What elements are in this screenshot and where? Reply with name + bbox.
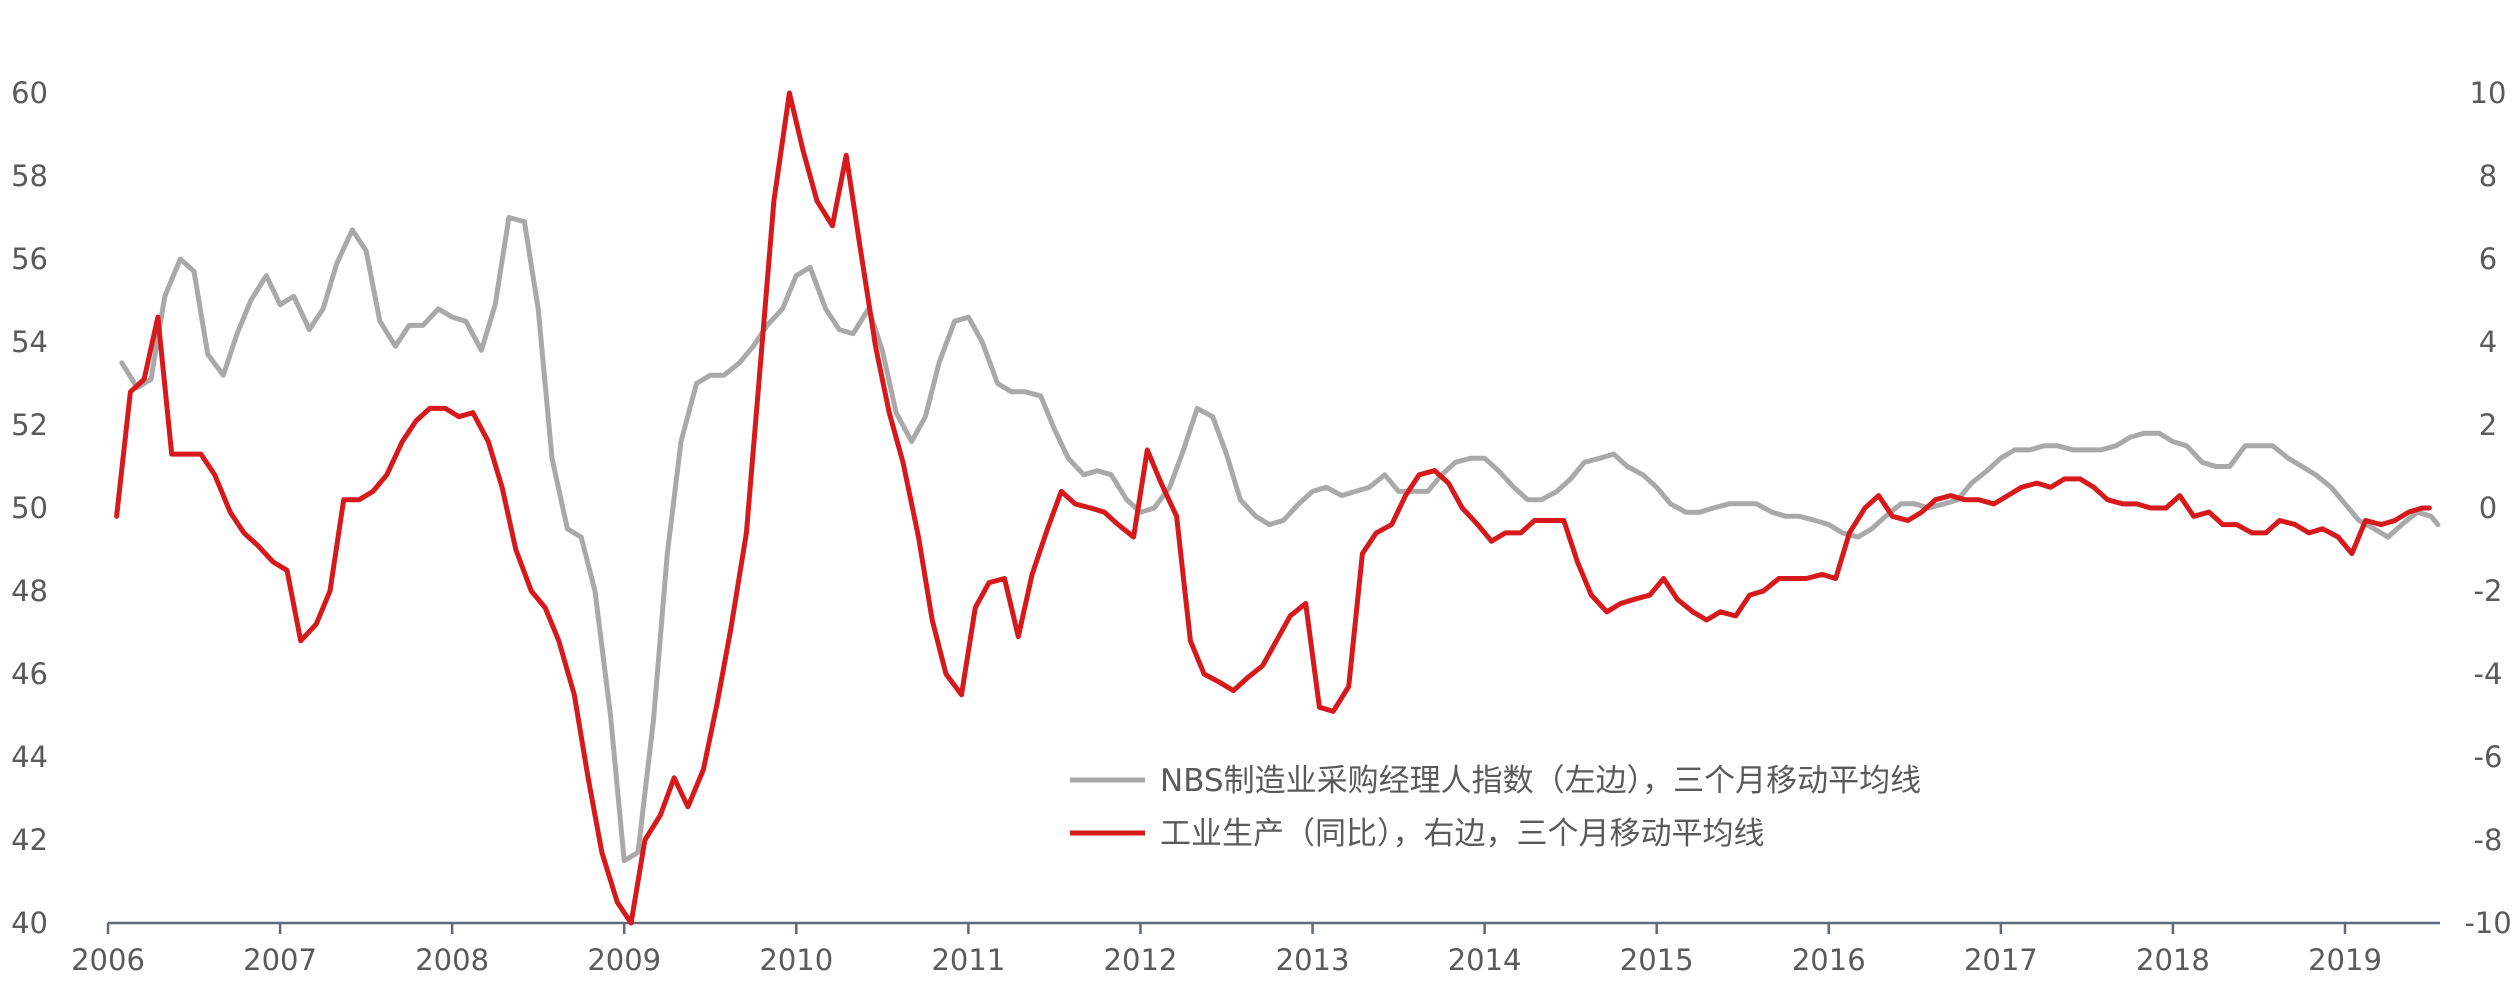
x-tick-label: 2015 <box>1620 943 1694 977</box>
y-left-tick-label: 58 <box>11 159 48 193</box>
x-tick-label: 2009 <box>587 943 661 977</box>
y-right-tick-label: 6 <box>2479 242 2497 276</box>
y-left-tick-label: 56 <box>11 242 48 276</box>
y-left-tick-label: 42 <box>11 823 48 857</box>
x-tick-label: 2008 <box>415 943 489 977</box>
legend-label-pmi: NBS制造业采购经理人指数（左边），三个月移动平均线 <box>1160 763 1921 799</box>
y-right-tick-label: 2 <box>2479 408 2497 442</box>
y-left-tick-label: 54 <box>11 325 48 359</box>
y-right-tick-label: 4 <box>2479 325 2497 359</box>
x-axis-ticks: 2006 2007 2008 2009 2010 2011 2012 2013 2014 2015… <box>71 923 2382 977</box>
y-right-tick-label: -4 <box>2474 657 2503 691</box>
y-axis-left-ticks: 40 42 44 46 48 50 52 54 56 58 60 <box>11 76 48 940</box>
x-tick-label: 2019 <box>2308 943 2382 977</box>
legend: NBS制造业采购经理人指数（左边），三个月移动平均线 工业生产（同比），右边，三… <box>1070 763 1921 852</box>
y-left-tick-label: 48 <box>11 574 48 608</box>
legend-label-industrial-production: 工业生产（同比），右边，三个月移动平均线 <box>1160 816 1765 852</box>
x-tick-label: 2007 <box>243 943 317 977</box>
series-line-pmi <box>119 215 2441 864</box>
series-line-industrial-production <box>114 90 2432 926</box>
series-layer <box>114 90 2441 926</box>
x-tick-label: 2016 <box>1792 943 1866 977</box>
y-right-tick-label: -6 <box>2474 740 2503 774</box>
x-tick-label: 2011 <box>931 943 1005 977</box>
x-tick-label: 2006 <box>71 943 145 977</box>
y-left-tick-label: 44 <box>11 740 48 774</box>
y-right-tick-label: 10 <box>2470 76 2507 110</box>
y-right-tick-label: 8 <box>2479 159 2497 193</box>
y-left-tick-label: 40 <box>11 906 48 940</box>
y-right-tick-label: -8 <box>2474 823 2503 857</box>
y-right-tick-label: -10 <box>2464 906 2511 940</box>
y-right-tick-label: -2 <box>2474 574 2503 608</box>
y-left-tick-label: 60 <box>11 76 48 110</box>
x-tick-label: 2017 <box>1964 943 2038 977</box>
y-left-tick-label: 50 <box>11 491 48 525</box>
x-tick-label: 2014 <box>1448 943 1522 977</box>
y-left-tick-label: 52 <box>11 408 48 442</box>
legend-item-industrial-production: 工业生产（同比），右边，三个月移动平均线 <box>1070 816 1765 852</box>
x-tick-label: 2010 <box>759 943 833 977</box>
y-right-tick-label: 0 <box>2479 491 2497 525</box>
x-tick-label: 2018 <box>2136 943 2210 977</box>
x-tick-label: 2012 <box>1104 943 1178 977</box>
y-left-tick-label: 46 <box>11 657 48 691</box>
legend-item-pmi: NBS制造业采购经理人指数（左边），三个月移动平均线 <box>1070 763 1921 799</box>
x-tick-label: 2013 <box>1276 943 1350 977</box>
y-axis-right-ticks: -10 -8 -6 -4 -2 0 2 4 6 8 10 <box>2464 76 2511 940</box>
